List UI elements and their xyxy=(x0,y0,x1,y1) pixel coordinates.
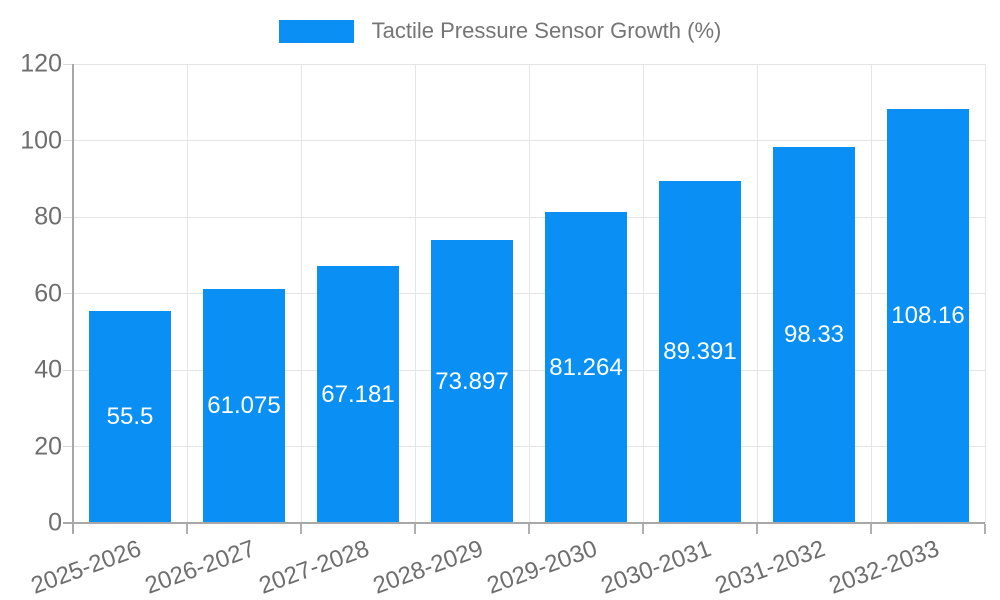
x-gridline xyxy=(642,64,644,523)
x-gridline xyxy=(300,64,302,523)
y-tick-label: 40 xyxy=(34,355,62,384)
x-tick-label: 2027-2028 xyxy=(255,535,373,600)
bar[interactable] xyxy=(658,181,742,523)
x-tick-label: 2031-2032 xyxy=(711,535,829,600)
bar[interactable] xyxy=(202,289,286,523)
y-tick-label: 120 xyxy=(20,49,62,78)
y-tick-mark xyxy=(63,63,73,65)
y-tick-label: 0 xyxy=(48,508,62,537)
y-tick-mark xyxy=(63,369,73,371)
y-tick-mark xyxy=(63,293,73,294)
x-tick-mark xyxy=(414,524,416,534)
x-gridline xyxy=(528,64,530,523)
legend-item[interactable]: Tactile Pressure Sensor Growth (%) xyxy=(0,18,1000,44)
y-axis-line xyxy=(72,64,74,533)
y-tick-label: 100 xyxy=(20,126,62,154)
x-axis-line xyxy=(63,522,985,524)
x-tick-mark xyxy=(186,524,188,534)
x-tick-label: 2026-2027 xyxy=(141,535,259,600)
x-tick-label: 2025-2026 xyxy=(27,535,145,600)
x-tick-mark xyxy=(870,524,872,534)
bar[interactable] xyxy=(772,146,856,523)
x-tick-mark xyxy=(300,524,302,534)
x-gridline xyxy=(756,64,758,523)
y-tick-mark xyxy=(63,446,73,447)
x-tick-mark xyxy=(756,524,758,534)
x-gridline xyxy=(414,64,416,523)
y-tick-label: 20 xyxy=(34,432,62,460)
x-gridline xyxy=(186,64,188,523)
legend-label: Tactile Pressure Sensor Growth (%) xyxy=(371,18,722,43)
x-tick-label: 2028-2029 xyxy=(369,535,487,600)
bar[interactable] xyxy=(88,310,172,523)
y-tick-label: 60 xyxy=(34,279,62,307)
bar[interactable] xyxy=(886,109,970,523)
x-tick-mark xyxy=(984,524,986,534)
bar[interactable] xyxy=(316,266,400,523)
x-gridline xyxy=(870,64,872,523)
bar[interactable] xyxy=(544,212,628,523)
x-tick-label: 2032-2033 xyxy=(825,535,943,600)
y-tick-label: 80 xyxy=(34,202,62,231)
x-gridline xyxy=(984,64,986,523)
bar[interactable] xyxy=(430,240,514,523)
x-tick-label: 2030-2031 xyxy=(597,535,715,600)
legend-swatch xyxy=(278,19,354,43)
x-tick-mark xyxy=(642,524,644,534)
plot-area: 55.5 61.075 67.181 73.897 81.264 89.391 98.33 1… xyxy=(73,63,986,523)
y-tick-mark xyxy=(63,216,73,218)
x-tick-mark xyxy=(528,524,530,534)
y-tick-mark xyxy=(63,140,73,141)
x-tick-label: 2029-2030 xyxy=(483,535,601,600)
